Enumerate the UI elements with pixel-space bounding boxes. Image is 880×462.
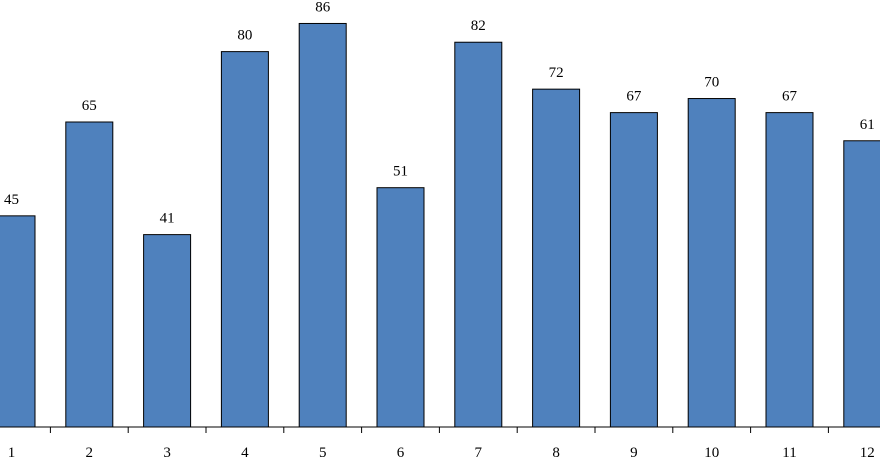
x-tick-label: 1 [8,445,16,461]
value-label: 51 [393,164,408,180]
bar [765,112,814,428]
value-label: 82 [471,18,486,34]
value-label: 80 [237,28,252,44]
bar [843,140,880,428]
bar [143,234,192,428]
value-label: 45 [4,192,19,208]
value-label: 72 [549,65,564,81]
x-tick-label: 5 [319,445,327,461]
bar [0,215,36,428]
value-label: 65 [82,98,97,114]
bar [454,41,503,428]
x-tick-label: 10 [704,445,719,461]
value-label: 67 [626,89,642,105]
value-label: 67 [782,89,798,105]
x-tick-label: 2 [86,445,94,461]
bar [298,22,347,428]
x-tick-label: 7 [475,445,483,461]
x-tick-label: 4 [241,445,249,461]
x-tick-label: 3 [163,445,171,461]
bar [532,88,581,428]
value-label: 70 [704,75,719,91]
x-tick-label: 6 [397,445,405,461]
bar [609,112,658,428]
bar [687,98,736,428]
bar [220,51,269,428]
x-tick-label: 8 [552,445,560,461]
x-tick-label: 11 [782,445,796,461]
bar [65,121,114,428]
value-label: 61 [860,117,875,133]
value-label: 86 [315,0,331,15]
bar [376,187,425,428]
x-tick-label: 9 [630,445,638,461]
x-tick-label: 12 [860,445,875,461]
value-label: 41 [160,211,175,227]
